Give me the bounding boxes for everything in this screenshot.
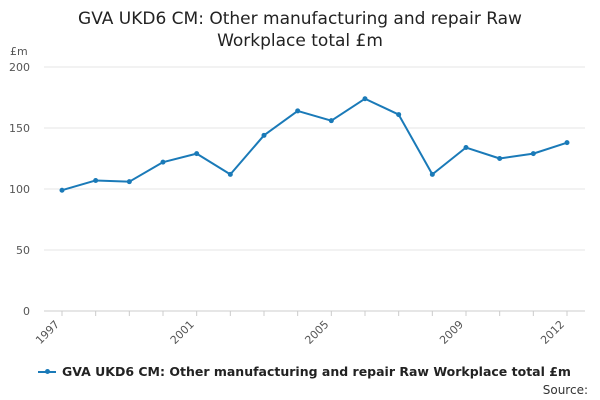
data-point bbox=[497, 156, 503, 161]
y-tick-label: 200 bbox=[9, 61, 30, 74]
series-line bbox=[61, 97, 568, 192]
data-point bbox=[227, 171, 233, 177]
chart-title: GVA UKD6 CM: Other manufacturing and rep… bbox=[78, 9, 522, 51]
y-tick-label: 100 bbox=[9, 183, 30, 196]
y-tick-label: 0 bbox=[23, 305, 30, 318]
x-tick-label: 2005 bbox=[302, 318, 331, 347]
legend-swatch-icon bbox=[38, 367, 56, 377]
data-point bbox=[328, 118, 334, 124]
legend-label: GVA UKD6 CM: Other manufacturing and rep… bbox=[62, 364, 571, 379]
source-label: Source: bbox=[542, 383, 588, 397]
x-tick-label: 2012 bbox=[538, 318, 567, 347]
data-point bbox=[126, 179, 132, 185]
data-point bbox=[261, 132, 267, 138]
data-point bbox=[59, 187, 65, 193]
data-point bbox=[295, 108, 301, 114]
data-point bbox=[530, 151, 536, 157]
data-point bbox=[194, 151, 200, 157]
legend[interactable]: GVA UKD6 CM: Other manufacturing and rep… bbox=[38, 364, 571, 379]
data-point bbox=[463, 145, 469, 151]
x-tick-label: 2009 bbox=[437, 318, 466, 347]
y-tick-label: 150 bbox=[9, 122, 30, 135]
data-point bbox=[93, 177, 99, 183]
data-point bbox=[362, 96, 368, 102]
data-point bbox=[160, 159, 166, 165]
x-tick-label: 1997 bbox=[33, 318, 62, 347]
data-point bbox=[564, 140, 570, 146]
x-tick-label: 2001 bbox=[168, 318, 197, 347]
data-point bbox=[396, 112, 402, 118]
y-tick-label: 50 bbox=[16, 244, 30, 257]
y-axis-label: £m bbox=[10, 45, 28, 58]
data-point bbox=[429, 171, 435, 177]
